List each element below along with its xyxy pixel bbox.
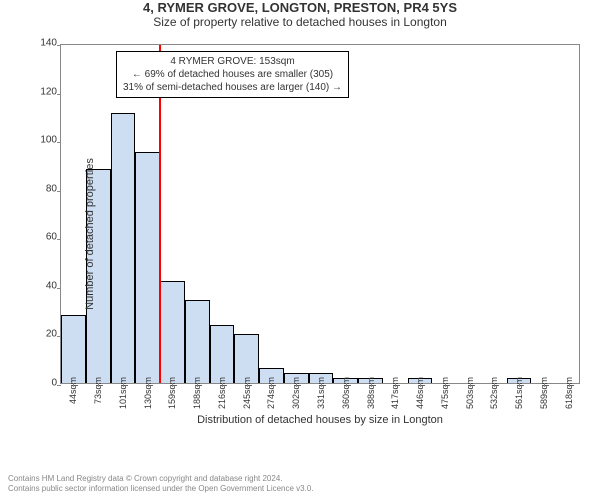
x-tick-mark (470, 383, 471, 387)
y-tick-label: 40 (31, 280, 57, 291)
x-tick-mark (172, 383, 173, 387)
y-tick-label: 20 (31, 329, 57, 340)
x-tick-mark (420, 383, 421, 387)
x-tick-label: 331sqm (316, 377, 326, 409)
x-tick-mark (371, 383, 372, 387)
y-tick-mark (57, 94, 61, 95)
annotation-line-2: ← 69% of detached houses are smaller (30… (123, 68, 342, 81)
bar (234, 334, 259, 383)
y-tick-mark (57, 45, 61, 46)
footer-line-2: Contains public sector information licen… (8, 484, 314, 494)
x-tick-label: 101sqm (118, 377, 128, 409)
x-tick-mark (346, 383, 347, 387)
x-axis-label: Distribution of detached houses by size … (60, 414, 580, 426)
x-tick-mark (544, 383, 545, 387)
y-axis-label: Number of detached properties (84, 158, 96, 310)
bar (61, 315, 86, 383)
x-tick-mark (271, 383, 272, 387)
x-tick-mark (247, 383, 248, 387)
y-tick-label: 100 (31, 135, 57, 146)
x-tick-mark (148, 383, 149, 387)
x-tick-label: 503sqm (465, 377, 475, 409)
x-tick-mark (519, 383, 520, 387)
x-tick-label: 302sqm (291, 377, 301, 409)
x-tick-label: 417sqm (390, 377, 400, 409)
annotation-box: 4 RYMER GROVE: 153sqm ← 69% of detached … (116, 51, 349, 98)
x-tick-mark (98, 383, 99, 387)
x-tick-label: 589sqm (539, 377, 549, 409)
bar (160, 281, 185, 383)
x-tick-label: 532sqm (489, 377, 499, 409)
x-tick-label: 130sqm (143, 377, 153, 409)
x-tick-label: 188sqm (192, 377, 202, 409)
y-tick-mark (57, 191, 61, 192)
y-tick-label: 0 (31, 378, 57, 389)
x-tick-label: 73sqm (93, 377, 103, 404)
y-tick-mark (57, 239, 61, 240)
x-tick-label: 274sqm (266, 377, 276, 409)
bar (135, 152, 160, 383)
bar (111, 113, 136, 383)
y-tick-label: 60 (31, 232, 57, 243)
title-main: 4, RYMER GROVE, LONGTON, PRESTON, PR4 5Y… (0, 0, 600, 15)
y-tick-label: 140 (31, 38, 57, 49)
y-tick-label: 80 (31, 183, 57, 194)
x-tick-label: 159sqm (167, 377, 177, 409)
x-tick-mark (222, 383, 223, 387)
title-sub: Size of property relative to detached ho… (0, 15, 600, 29)
x-tick-mark (296, 383, 297, 387)
x-tick-label: 561sqm (514, 377, 524, 409)
x-tick-mark (321, 383, 322, 387)
plot-area: 4 RYMER GROVE: 153sqm ← 69% of detached … (60, 44, 580, 384)
y-tick-mark (57, 385, 61, 386)
x-tick-label: 360sqm (341, 377, 351, 409)
x-tick-mark (569, 383, 570, 387)
footer-line-1: Contains HM Land Registry data © Crown c… (8, 474, 314, 484)
x-tick-label: 388sqm (366, 377, 376, 409)
x-tick-label: 475sqm (440, 377, 450, 409)
x-tick-label: 216sqm (217, 377, 227, 409)
x-tick-mark (197, 383, 198, 387)
x-tick-label: 446sqm (415, 377, 425, 409)
bar (210, 325, 235, 383)
x-tick-label: 44sqm (68, 377, 78, 404)
annotation-line-3: 31% of semi-detached houses are larger (… (123, 81, 342, 94)
y-tick-mark (57, 288, 61, 289)
y-tick-mark (57, 142, 61, 143)
chart-area: 4 RYMER GROVE: 153sqm ← 69% of detached … (60, 44, 580, 424)
x-tick-mark (73, 383, 74, 387)
bar (185, 300, 210, 383)
x-tick-mark (123, 383, 124, 387)
x-tick-mark (445, 383, 446, 387)
x-tick-mark (395, 383, 396, 387)
annotation-line-1: 4 RYMER GROVE: 153sqm (123, 55, 342, 68)
footer-attribution: Contains HM Land Registry data © Crown c… (8, 474, 314, 494)
x-tick-label: 245sqm (242, 377, 252, 409)
x-tick-mark (494, 383, 495, 387)
x-tick-label: 618sqm (564, 377, 574, 409)
y-tick-label: 120 (31, 86, 57, 97)
